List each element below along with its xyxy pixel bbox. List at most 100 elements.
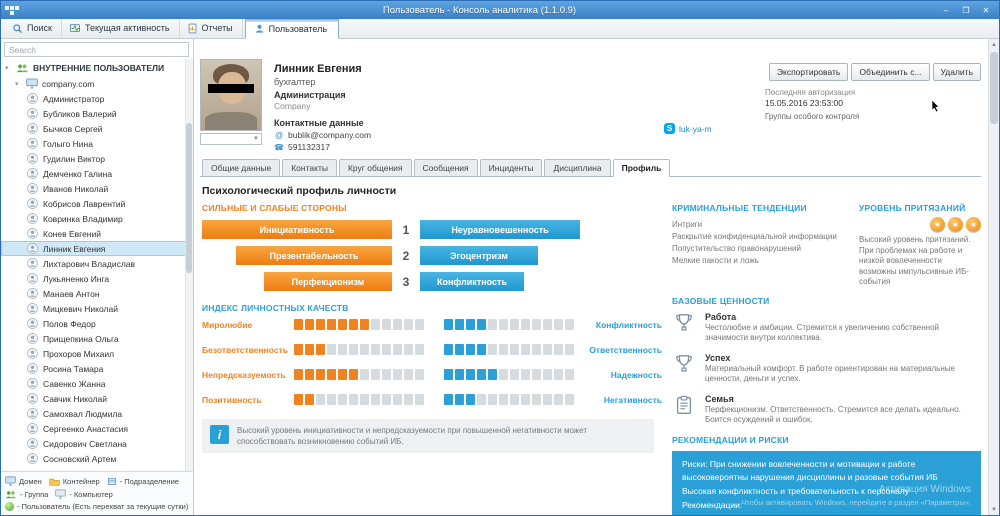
- photo-selector[interactable]: ▼: [200, 133, 262, 145]
- value-text: Перфекционизм. Ответственность. Стремитс…: [705, 404, 961, 425]
- sidebar-user-item[interactable]: Ковринка Владимир: [1, 211, 193, 226]
- menu-item-reports[interactable]: Отчеты: [180, 19, 243, 38]
- sidebar-user-item[interactable]: Гудилин Виктор: [1, 151, 193, 166]
- person-icon: [27, 453, 38, 464]
- index-right-label: Конфликтность: [595, 319, 662, 330]
- sidebar-user-item[interactable]: Мицкевич Николай: [1, 301, 193, 316]
- search-input[interactable]: [4, 42, 189, 57]
- special-groups-label[interactable]: Группы особого контроля: [765, 112, 860, 121]
- windows-activation-watermark: Активация Windows Чтобы активировать Win…: [741, 484, 971, 507]
- profile-tab[interactable]: Общие данные: [202, 159, 281, 176]
- profile-email[interactable]: bublik@company.com: [288, 130, 372, 140]
- criminal-item: Раскрытие конфиденциальной информации: [672, 232, 837, 241]
- legend-unit: - Подразделение: [107, 476, 179, 486]
- sidebar-scrollbar[interactable]: [185, 59, 193, 471]
- tree-node-domain[interactable]: ▾ company.com: [15, 78, 95, 89]
- person-icon: [27, 258, 38, 269]
- sidebar-scrollbar-thumb[interactable]: [186, 123, 192, 273]
- profile-tab[interactable]: Дисциплина: [544, 159, 611, 176]
- sidebar-user-item[interactable]: Сидорович Светлана: [1, 436, 193, 451]
- reco-line: Следить за мотивацией и вовлеченностью: [682, 513, 971, 516]
- index-left-meter: [294, 319, 424, 330]
- profile-tabs: Общие данные Контакты Круг общения Сообщ…: [200, 159, 981, 177]
- sidebar-user-item[interactable]: Лукьяненко Инга: [1, 271, 193, 286]
- main-scrollbar[interactable]: ▲ ▼: [988, 39, 999, 515]
- person-icon: [27, 288, 38, 299]
- index-row: Миролюбие Конфликтность: [202, 319, 662, 330]
- app-icon: [5, 4, 19, 16]
- person-icon: [27, 393, 38, 404]
- sidebar-user-item[interactable]: Сосновский Артем: [1, 451, 193, 466]
- aspiration-header: УРОВЕНЬ ПРИТЯЗАНИЙ: [859, 203, 966, 213]
- profile-tab[interactable]: Контакты: [282, 159, 337, 176]
- tab-user-active[interactable]: Пользователь: [244, 19, 340, 39]
- sidebar-user-item[interactable]: Самохвал Людмила: [1, 406, 193, 421]
- person-icon: [27, 123, 38, 134]
- maximize-button[interactable]: ❐: [962, 5, 970, 15]
- expander-icon[interactable]: ▾: [5, 65, 9, 72]
- person-icon: [27, 243, 38, 254]
- scroll-up-icon[interactable]: ▲: [991, 41, 997, 48]
- clipboard-icon: [672, 394, 696, 416]
- index-left-label: Непредсказуемость: [202, 369, 286, 380]
- profile-tab[interactable]: Сообщения: [413, 159, 478, 176]
- menu-item-search[interactable]: Поиск: [5, 19, 62, 38]
- sidebar-user-item[interactable]: Бычков Сергей: [1, 121, 193, 136]
- sidebar-user-item[interactable]: Конев Евгений: [1, 226, 193, 241]
- sidebar-user-item[interactable]: Администратор: [1, 91, 193, 106]
- sidebar-user-item[interactable]: Лихтарович Владислав: [1, 256, 193, 271]
- person-icon: [27, 108, 38, 119]
- weakness-bar: Конфликтность: [420, 272, 524, 291]
- sidebar-user-item[interactable]: Демченко Галина: [1, 166, 193, 181]
- tree-root-internal-users[interactable]: ▾ ВНУТРЕННИЕ ПОЛЬЗОВАТЕЛИ: [5, 63, 165, 73]
- person-icon: [27, 93, 38, 104]
- index-left-meter: [294, 344, 424, 355]
- profile-tab[interactable]: Инциденты: [479, 159, 543, 176]
- strengths-header: СИЛЬНЫЕ И СЛАБЫЕ СТОРОНЫ: [202, 203, 347, 213]
- value-title: Семья: [705, 393, 734, 404]
- minimize-button[interactable]: –: [943, 5, 949, 15]
- skype-contact[interactable]: S luk-ya-m: [664, 123, 712, 134]
- reco-line: Рекомендации:: [682, 499, 743, 510]
- sidebar-user-item[interactable]: Савенко Жанна: [1, 376, 193, 391]
- phone-icon: ☎: [274, 142, 284, 152]
- search-icon: [12, 23, 23, 34]
- export-button[interactable]: Экспортировать: [768, 63, 849, 81]
- legend-computer: - Компьютер: [55, 489, 113, 499]
- section-title: Психологический профиль личности: [202, 185, 397, 197]
- info-note: i Высокий уровень инициативности и непре…: [202, 419, 654, 453]
- sidebar-user-item[interactable]: Сергеенко Анастасия: [1, 421, 193, 436]
- criminal-list: Интриги Раскрытие конфиденциальной инфор…: [672, 219, 851, 267]
- user-name: Администратор: [43, 93, 105, 104]
- expander-icon[interactable]: ▾: [15, 80, 19, 88]
- sidebar-user-item[interactable]: Савчик Николай: [1, 391, 193, 406]
- user-name: Иванов Николай: [43, 183, 109, 194]
- sidebar-user-item[interactable]: Росина Тамара: [1, 361, 193, 376]
- close-button[interactable]: ✕: [982, 5, 990, 15]
- strength-bar: Перфекционизм: [264, 272, 392, 291]
- person-icon: [27, 153, 38, 164]
- criminal-item: Мелкие пакости и ложь: [672, 256, 759, 265]
- main-scrollbar-thumb[interactable]: [990, 52, 998, 124]
- merge-button[interactable]: Объединить с...: [851, 63, 930, 81]
- sidebar-user-item[interactable]: Полов Федор: [1, 316, 193, 331]
- strength-bar: Инициативность: [202, 220, 392, 239]
- profile-tab[interactable]: Профиль: [612, 159, 671, 177]
- profile-tab[interactable]: Круг общения: [338, 159, 412, 176]
- sidebar-user-item[interactable]: Иванов Николай: [1, 181, 193, 196]
- sidebar-user-item[interactable]: Кобрисов Лаврентий: [1, 196, 193, 211]
- titlebar: Пользователь - Консоль аналитика (1.1.0.…: [1, 1, 999, 19]
- sidebar-user-item[interactable]: Манаев Антон: [1, 286, 193, 301]
- person-icon: [27, 198, 38, 209]
- sidebar-user-item[interactable]: Линник Евгения: [1, 241, 193, 256]
- delete-button[interactable]: Удалить: [932, 63, 981, 81]
- sidebar-user-item[interactable]: Бубликов Валерий: [1, 106, 193, 121]
- value-text: Честолюбие и амбиции. Стремится к увелич…: [705, 322, 940, 343]
- user-name: Росина Тамара: [43, 363, 104, 374]
- scroll-down-icon[interactable]: ▼: [991, 506, 997, 513]
- menu-item-activity[interactable]: Текущая активность: [62, 19, 180, 38]
- sidebar-user-item[interactable]: Прищепкина Ольга: [1, 331, 193, 346]
- sidebar-user-item[interactable]: Голыго Нина: [1, 136, 193, 151]
- sidebar-user-item[interactable]: Прохоров Михаил: [1, 346, 193, 361]
- info-note-text: Высокий уровень инициативности и непредс…: [237, 426, 587, 446]
